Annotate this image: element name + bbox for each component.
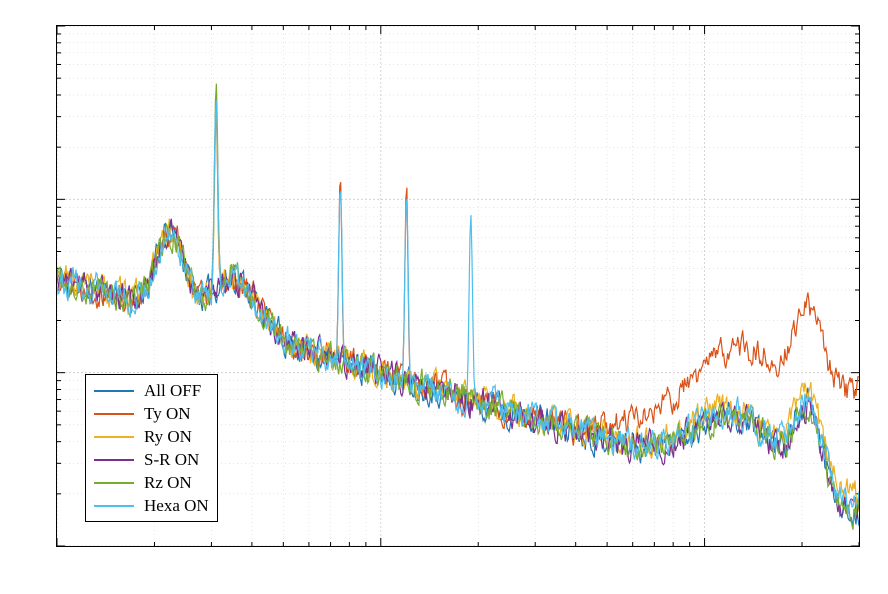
legend-item-ry-on: Ry ON <box>94 425 209 448</box>
legend-label: S-R ON <box>144 450 199 470</box>
legend-item-ty-on: Ty ON <box>94 402 209 425</box>
legend-item-hexa-on: Hexa ON <box>94 494 209 517</box>
legend-swatch <box>94 459 134 461</box>
psd-chart: All OFF Ty ON Ry ON S-R ON Rz ON Hexa ON <box>0 0 888 594</box>
legend-item-sr-on: S-R ON <box>94 448 209 471</box>
legend-swatch <box>94 482 134 484</box>
legend-swatch <box>94 436 134 438</box>
legend-label: Hexa ON <box>144 496 209 516</box>
legend-swatch <box>94 505 134 507</box>
legend-label: Ty ON <box>144 404 191 424</box>
legend-label: All OFF <box>144 381 201 401</box>
legend: All OFF Ty ON Ry ON S-R ON Rz ON Hexa ON <box>85 374 218 522</box>
legend-swatch <box>94 413 134 415</box>
legend-item-all-off: All OFF <box>94 379 209 402</box>
legend-item-rz-on: Rz ON <box>94 471 209 494</box>
legend-label: Ry ON <box>144 427 192 447</box>
legend-swatch <box>94 390 134 392</box>
legend-label: Rz ON <box>144 473 192 493</box>
